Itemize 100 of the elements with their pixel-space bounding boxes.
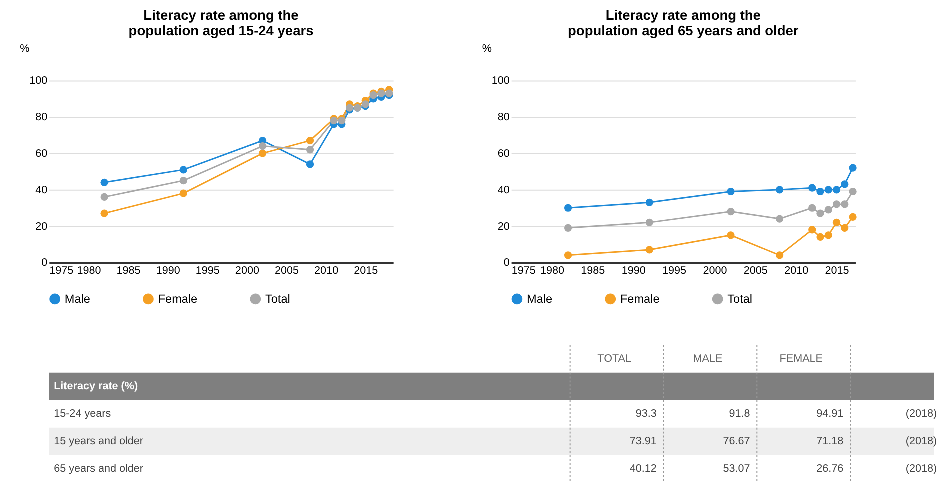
category-label: FEMALE [780, 353, 824, 366]
y-tick-label: 100 [492, 75, 510, 88]
text: Literacy rate (%) [54, 380, 138, 393]
chart-title: Literacy rate among the population aged 15-24 years [128, 8, 314, 39]
text: 73.91 [630, 436, 657, 448]
x-tick-label: 1980 [540, 265, 565, 278]
point [808, 184, 816, 192]
point [100, 210, 108, 218]
text: 40.12 [630, 463, 657, 476]
text: (2018) [906, 436, 938, 448]
point [808, 226, 816, 234]
point [776, 215, 784, 223]
x-tick-label: 2015 [354, 265, 378, 278]
point [306, 146, 314, 154]
point [832, 186, 841, 194]
x-tick-label: 1975 [512, 265, 536, 278]
point [180, 166, 188, 174]
category-label: 65 years and older [54, 463, 144, 476]
point [306, 137, 314, 145]
point [727, 208, 735, 216]
point [841, 180, 849, 188]
point [824, 206, 832, 214]
x-tick-label: 1980 [77, 265, 102, 278]
point [849, 188, 857, 196]
point [841, 200, 849, 208]
text: 71.18 [816, 436, 844, 448]
point [100, 178, 108, 186]
x-tick-label: 1995 [196, 265, 220, 278]
x-tick-label: 1990 [622, 265, 646, 278]
point [816, 233, 824, 242]
x-tick-label: 2000 [235, 265, 260, 278]
x-tick-label: 1990 [156, 265, 180, 278]
x-tick-label: 2015 [825, 265, 850, 278]
x-tick-label: 2005 [274, 265, 300, 278]
text: 26.76 [816, 463, 844, 476]
point [180, 177, 188, 185]
x-tick-label: 2010 [784, 265, 809, 278]
point [646, 218, 654, 226]
point [824, 186, 832, 194]
x-tick-label: 2010 [314, 265, 339, 278]
text: 53.07 [723, 463, 750, 476]
y-tick-label: 80 [36, 112, 48, 124]
point [258, 142, 267, 150]
y-tick-label: 40 [36, 184, 48, 196]
category-label: MALE [693, 353, 723, 366]
text: (2018) [906, 408, 938, 420]
point [646, 198, 654, 206]
point [306, 160, 314, 168]
point [832, 218, 841, 226]
legend-label: Total [728, 293, 753, 306]
point [564, 224, 572, 232]
y-tick-label: 20 [36, 220, 48, 233]
point [564, 204, 572, 212]
point [564, 252, 572, 260]
text: (2018) [906, 463, 938, 476]
y-tick-label: 0 [42, 257, 48, 270]
point [849, 213, 857, 222]
x-tick-label: 1975 [50, 265, 74, 278]
legend-label: Female [620, 293, 660, 306]
point [849, 164, 857, 172]
y-axis-title: % [20, 42, 30, 55]
category-label: 15 years and older [54, 436, 144, 448]
y-axis-title: % [482, 42, 492, 55]
point [776, 186, 784, 194]
y-tick-label: 40 [498, 184, 510, 196]
point [816, 210, 824, 218]
y-tick-label: 20 [498, 220, 510, 233]
point [776, 252, 784, 260]
chart-title: Literacy rate among the population aged 65 years and older [568, 8, 800, 39]
point [100, 193, 108, 202]
y-tick-label: 100 [30, 75, 48, 88]
point [816, 188, 824, 196]
x-tick-label: 1985 [116, 265, 141, 278]
category-label: 15-24 years [54, 408, 112, 420]
legend-label: Male [64, 293, 91, 306]
text: 76.67 [723, 436, 750, 448]
point [646, 246, 654, 254]
category-label: TOTAL [598, 353, 632, 366]
point [727, 188, 735, 196]
y-tick-label: 60 [498, 148, 510, 160]
point [824, 232, 832, 240]
point [841, 224, 849, 232]
text: 93.3 [636, 408, 657, 420]
x-tick-label: 1985 [581, 265, 606, 278]
legend-label: Total [265, 293, 290, 306]
point [258, 150, 267, 158]
legend-label: Male [527, 293, 554, 306]
point [832, 200, 841, 208]
text: 94.91 [816, 408, 844, 420]
legend-label: Female [158, 293, 198, 306]
point [727, 232, 735, 240]
point [808, 204, 816, 212]
x-tick-label: 1995 [662, 265, 687, 278]
y-tick-label: 0 [504, 257, 510, 270]
y-tick-label: 60 [36, 148, 48, 160]
x-tick-label: 2000 [703, 265, 728, 278]
x-tick-label: 2005 [744, 265, 768, 278]
point [180, 190, 188, 198]
text: 91.8 [729, 408, 750, 420]
y-tick-label: 80 [498, 112, 510, 124]
